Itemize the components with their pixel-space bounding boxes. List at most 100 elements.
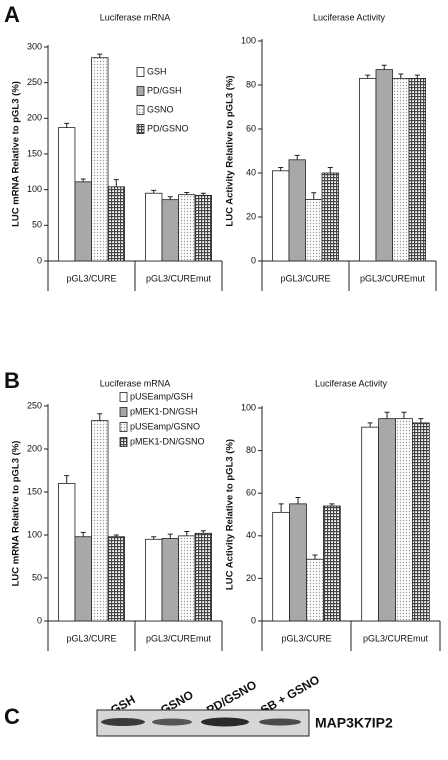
bar bbox=[58, 127, 76, 262]
y-tick-label: 20 bbox=[246, 573, 256, 583]
bar bbox=[392, 78, 410, 262]
legend-swatch bbox=[119, 437, 128, 447]
y-tick-label: 150 bbox=[27, 486, 42, 496]
error-bar bbox=[167, 196, 173, 200]
y-axis-label: LUC Activity Relative to pGL3 (%) bbox=[225, 75, 236, 226]
bar bbox=[359, 78, 377, 262]
bar bbox=[412, 422, 430, 622]
bar bbox=[323, 505, 341, 622]
chart-title: Luciferase mRNA bbox=[100, 378, 171, 388]
bar bbox=[107, 186, 125, 262]
legend-label: pUSEamp/GSH bbox=[130, 391, 193, 401]
error-bar bbox=[327, 167, 333, 173]
x-tick-label: pGL3/CURE bbox=[281, 633, 331, 643]
panel-label: A bbox=[4, 2, 20, 27]
bar bbox=[288, 159, 306, 262]
y-tick-label: 60 bbox=[246, 488, 256, 498]
bar bbox=[91, 57, 109, 262]
error-bar bbox=[184, 531, 190, 536]
legend-label: PD/GSH bbox=[147, 85, 182, 95]
error-bar bbox=[278, 503, 284, 513]
bar bbox=[161, 538, 179, 622]
bar bbox=[145, 538, 163, 622]
panel-label: C bbox=[4, 704, 20, 729]
y-tick-label: 0 bbox=[37, 615, 42, 625]
x-tick-label: pGL3/CURE bbox=[66, 633, 116, 643]
bar bbox=[395, 418, 413, 622]
error-bar bbox=[367, 422, 373, 428]
legend-swatch bbox=[119, 422, 128, 432]
y-tick-label: 100 bbox=[27, 184, 42, 194]
error-bar bbox=[200, 192, 206, 196]
bar bbox=[305, 198, 323, 262]
bar bbox=[178, 194, 196, 262]
y-tick-label: 40 bbox=[246, 530, 256, 540]
y-axis-label: LUC Activity Relative to pGL3 (%) bbox=[225, 439, 236, 590]
bar bbox=[408, 78, 426, 262]
legend-swatch bbox=[136, 124, 145, 134]
error-bar bbox=[64, 475, 70, 484]
error-bar bbox=[151, 536, 157, 540]
y-tick-label: 200 bbox=[27, 443, 42, 453]
y-tick-label: 150 bbox=[27, 148, 42, 158]
y-tick-label: 100 bbox=[27, 529, 42, 539]
bar bbox=[272, 170, 290, 262]
error-bar bbox=[294, 154, 300, 160]
y-tick-label: 20 bbox=[246, 211, 256, 221]
error-bar bbox=[200, 530, 206, 534]
x-tick-label: pGL3/CUREmut bbox=[363, 633, 429, 643]
legend-label: pMEK1-DN/GSNO bbox=[130, 436, 205, 446]
error-bar bbox=[80, 531, 86, 537]
bar bbox=[58, 482, 76, 622]
bar bbox=[194, 532, 212, 622]
legend-swatch bbox=[136, 67, 145, 77]
y-tick-label: 250 bbox=[27, 400, 42, 410]
y-axis-label: LUC mRNA Relative to pGL3 (%) bbox=[11, 81, 22, 227]
protein-label: MAP3K7IP2 bbox=[315, 715, 393, 731]
bar bbox=[145, 192, 163, 262]
blot-band bbox=[201, 717, 249, 727]
y-tick-label: 50 bbox=[32, 572, 42, 582]
error-bar bbox=[64, 122, 70, 128]
error-bar bbox=[184, 192, 190, 195]
bar bbox=[361, 426, 379, 622]
blot-band bbox=[152, 718, 192, 726]
chart-title: Luciferase mRNA bbox=[100, 12, 171, 22]
panel-label: B bbox=[4, 368, 20, 393]
legend-swatch bbox=[119, 407, 128, 417]
error-bar bbox=[414, 74, 420, 79]
error-bar bbox=[295, 496, 301, 504]
error-bar bbox=[418, 418, 424, 423]
y-tick-label: 60 bbox=[246, 123, 256, 133]
blot-band bbox=[259, 718, 301, 726]
error-bar bbox=[398, 73, 404, 79]
bar bbox=[107, 536, 125, 622]
legend-label: pMEK1-DN/GSH bbox=[130, 406, 198, 416]
y-tick-label: 80 bbox=[246, 79, 256, 89]
bar bbox=[178, 535, 196, 622]
x-tick-label: pGL3/CUREmut bbox=[146, 273, 212, 283]
error-bar bbox=[384, 411, 390, 419]
error-bar bbox=[167, 533, 173, 539]
x-tick-label: pGL3/CUREmut bbox=[360, 273, 426, 283]
y-tick-label: 100 bbox=[241, 35, 256, 45]
error-bar bbox=[151, 189, 157, 194]
error-bar bbox=[365, 74, 371, 79]
y-tick-label: 0 bbox=[251, 615, 256, 625]
error-bar bbox=[312, 554, 318, 560]
y-tick-label: 40 bbox=[246, 167, 256, 177]
bar bbox=[91, 420, 109, 622]
y-tick-label: 250 bbox=[27, 77, 42, 87]
error-bar bbox=[401, 411, 407, 419]
legend-label: PD/GSNO bbox=[147, 123, 189, 133]
error-bar bbox=[329, 503, 335, 506]
y-tick-label: 0 bbox=[37, 255, 42, 265]
y-tick-label: 300 bbox=[27, 41, 42, 51]
blot: GSH GSNO PD/GSNO SB + GSNO MAP3K7IP2 bbox=[96, 672, 393, 737]
y-tick-label: 100 bbox=[241, 402, 256, 412]
y-tick-label: 50 bbox=[32, 220, 42, 230]
chart-title: Luciferase Activity bbox=[315, 378, 388, 388]
legend-swatch bbox=[119, 392, 128, 402]
blot-band bbox=[101, 718, 145, 726]
